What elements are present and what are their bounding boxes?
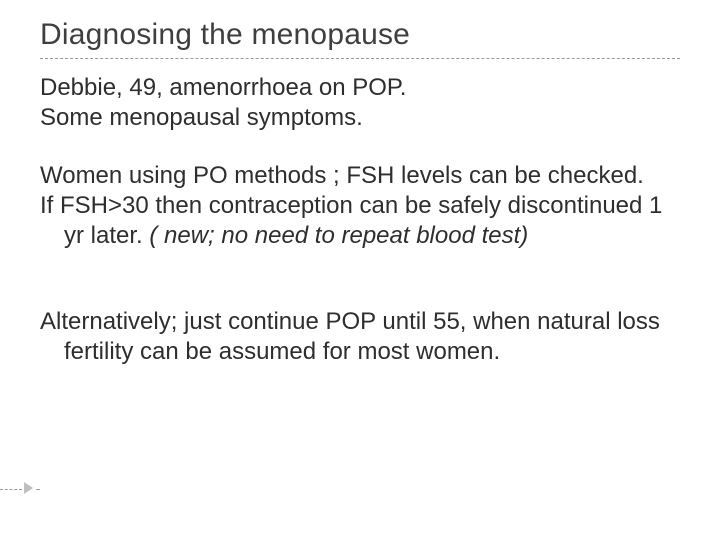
body-line-3: Women using PO methods ; FSH levels can …: [40, 161, 680, 191]
paragraph-gap-3: [40, 279, 680, 307]
body-line-1: Debbie, 49, amenorrhoea on POP.: [40, 73, 680, 103]
slide: Diagnosing the menopause Debbie, 49, ame…: [0, 0, 720, 540]
body-line-4b: ( new; no need to repeat blood test): [149, 222, 528, 249]
arrow-icon: [24, 482, 33, 494]
body-line-5: Alternatively; just continue POP until 5…: [40, 307, 680, 367]
title-divider: [40, 58, 680, 59]
slide-title: Diagnosing the menopause: [40, 18, 680, 52]
footer-dash-left: [0, 489, 22, 490]
footer-dash-right: [36, 489, 40, 490]
body-line-2: Some menopausal symptoms.: [40, 103, 680, 133]
slide-body: Debbie, 49, amenorrhoea on POP. Some men…: [40, 73, 680, 367]
body-line-4: If FSH>30 then contraception can be safe…: [40, 191, 680, 251]
paragraph-gap: [40, 133, 680, 161]
paragraph-gap-2: [40, 251, 680, 279]
